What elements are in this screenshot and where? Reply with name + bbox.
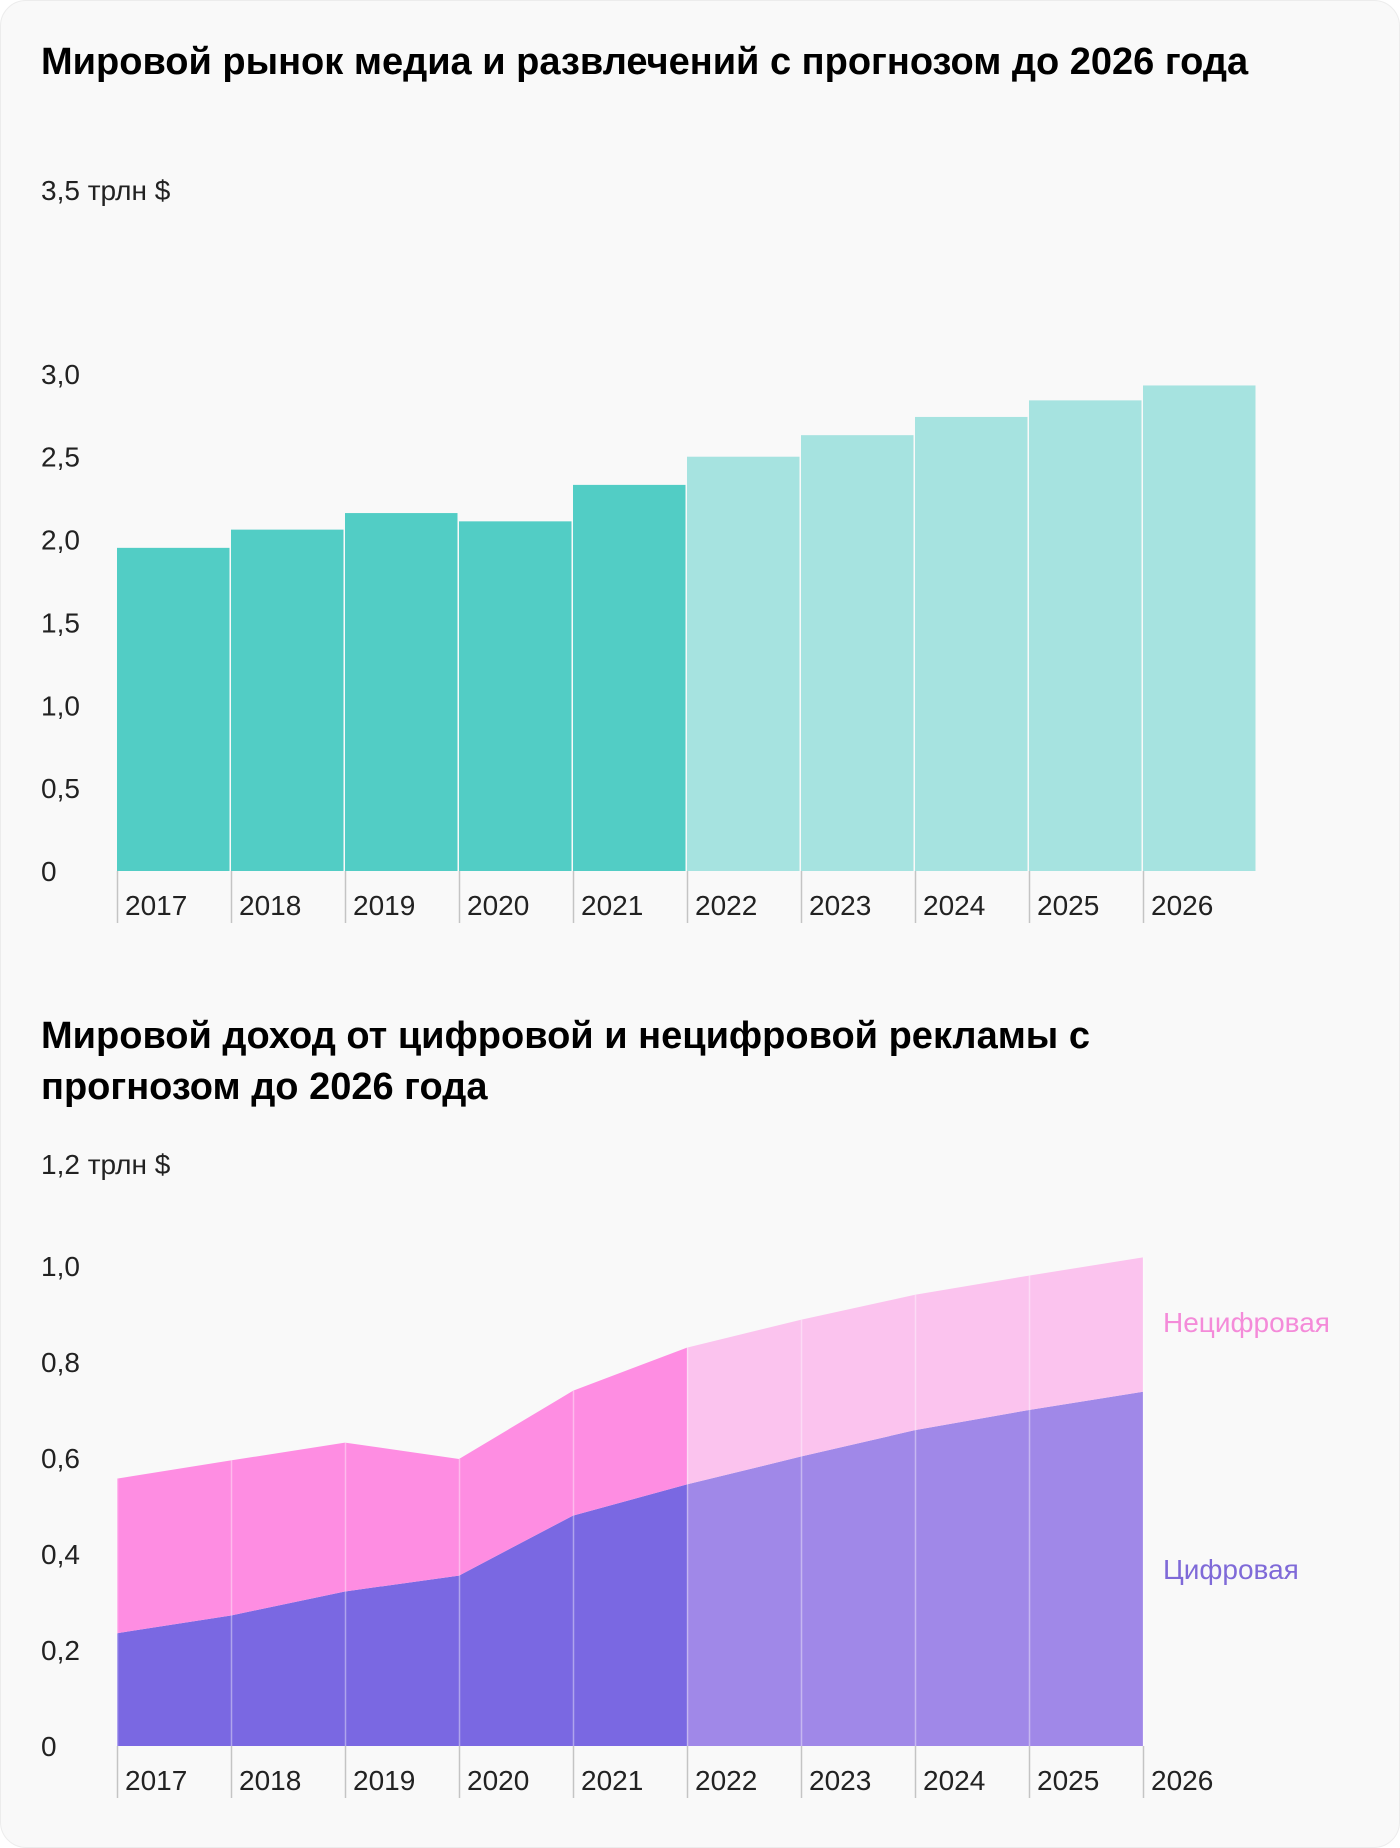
bar-2021: [573, 484, 686, 871]
legend-nondigital: Нецифровая: [1163, 1307, 1330, 1338]
x-tick-label-2021: 2021: [581, 890, 643, 921]
bar-2020: [459, 521, 572, 871]
y-tick-label: 0,4: [41, 1539, 80, 1570]
x-tick-label-2026: 2026: [1151, 1765, 1213, 1796]
x-tick-label-2024: 2024: [923, 890, 985, 921]
x-tick-label-2019: 2019: [353, 890, 415, 921]
bar-2022: [687, 456, 800, 871]
nondigital-area-forecast: [687, 1257, 1143, 1485]
bar-2023: [801, 435, 914, 871]
x-tick-label-2026: 2026: [1151, 890, 1213, 921]
x-tick-label-2020: 2020: [467, 1765, 529, 1796]
y-tick-label: 0: [41, 1731, 57, 1762]
y-tick-label: 0,6: [41, 1443, 80, 1474]
chart-1-title: Мировой рынок медиа и развлечений с прог…: [41, 41, 1249, 83]
chart-1-unit-label: 3,5 трлн $: [41, 175, 171, 206]
chart-2-unit-label: 1,2 трлн $: [41, 1149, 171, 1180]
x-tick-label-2017: 2017: [125, 1765, 187, 1796]
x-tick-label-2025: 2025: [1037, 1765, 1099, 1796]
x-tick-label-2022: 2022: [695, 1765, 757, 1796]
x-tick-label-2018: 2018: [239, 1765, 301, 1796]
x-tick-label-2019: 2019: [353, 1765, 415, 1796]
digital-area-forecast: [687, 1391, 1143, 1746]
y-tick-label: 1,5: [41, 607, 80, 638]
legend-digital: Цифровая: [1163, 1554, 1299, 1585]
y-tick-label: 0: [41, 856, 57, 887]
x-tick-label-2017: 2017: [125, 890, 187, 921]
y-tick-label: 2,0: [41, 525, 80, 556]
bar-2024: [915, 416, 1028, 871]
chart-2-title: Мировой доход от цифровой и нецифровой р…: [41, 1015, 1090, 1108]
y-tick-label: 1,0: [41, 1251, 80, 1282]
x-tick-label-2021: 2021: [581, 1765, 643, 1796]
chart-2-plot: 0 0,2 0,4 0,6 0,8 1,0 2017 2018 2019 2020 2021 2022…: [41, 1251, 1330, 1798]
y-tick-label: 0,5: [41, 773, 80, 804]
x-tick-label-2024: 2024: [923, 1765, 985, 1796]
y-tick-label: 1,0: [41, 690, 80, 721]
x-tick-label-2018: 2018: [239, 890, 301, 921]
y-tick-label: 0,8: [41, 1347, 80, 1378]
bar-2017: [117, 547, 230, 871]
y-tick-label: 0,2: [41, 1635, 80, 1666]
bar-2025: [1029, 400, 1142, 871]
x-tick-label-2023: 2023: [809, 1765, 871, 1796]
digital-area-actual: [117, 1484, 687, 1746]
bar-2018: [231, 529, 344, 871]
x-tick-label-2022: 2022: [695, 890, 757, 921]
x-tick-label-2023: 2023: [809, 890, 871, 921]
bar-2019: [345, 513, 458, 871]
x-tick-label-2025: 2025: [1037, 890, 1099, 921]
bar-2026: [1143, 385, 1256, 871]
y-tick-label: 3,0: [41, 359, 80, 390]
y-tick-label: 2,5: [41, 442, 80, 473]
chart-1-plot: 0 0,5 1,0 1,5 2,0 2,5 3,0 2017 2018 2019 2020 2021 2…: [41, 359, 1256, 923]
x-tick-label-2020: 2020: [467, 890, 529, 921]
nondigital-area-actual: [117, 1347, 687, 1634]
